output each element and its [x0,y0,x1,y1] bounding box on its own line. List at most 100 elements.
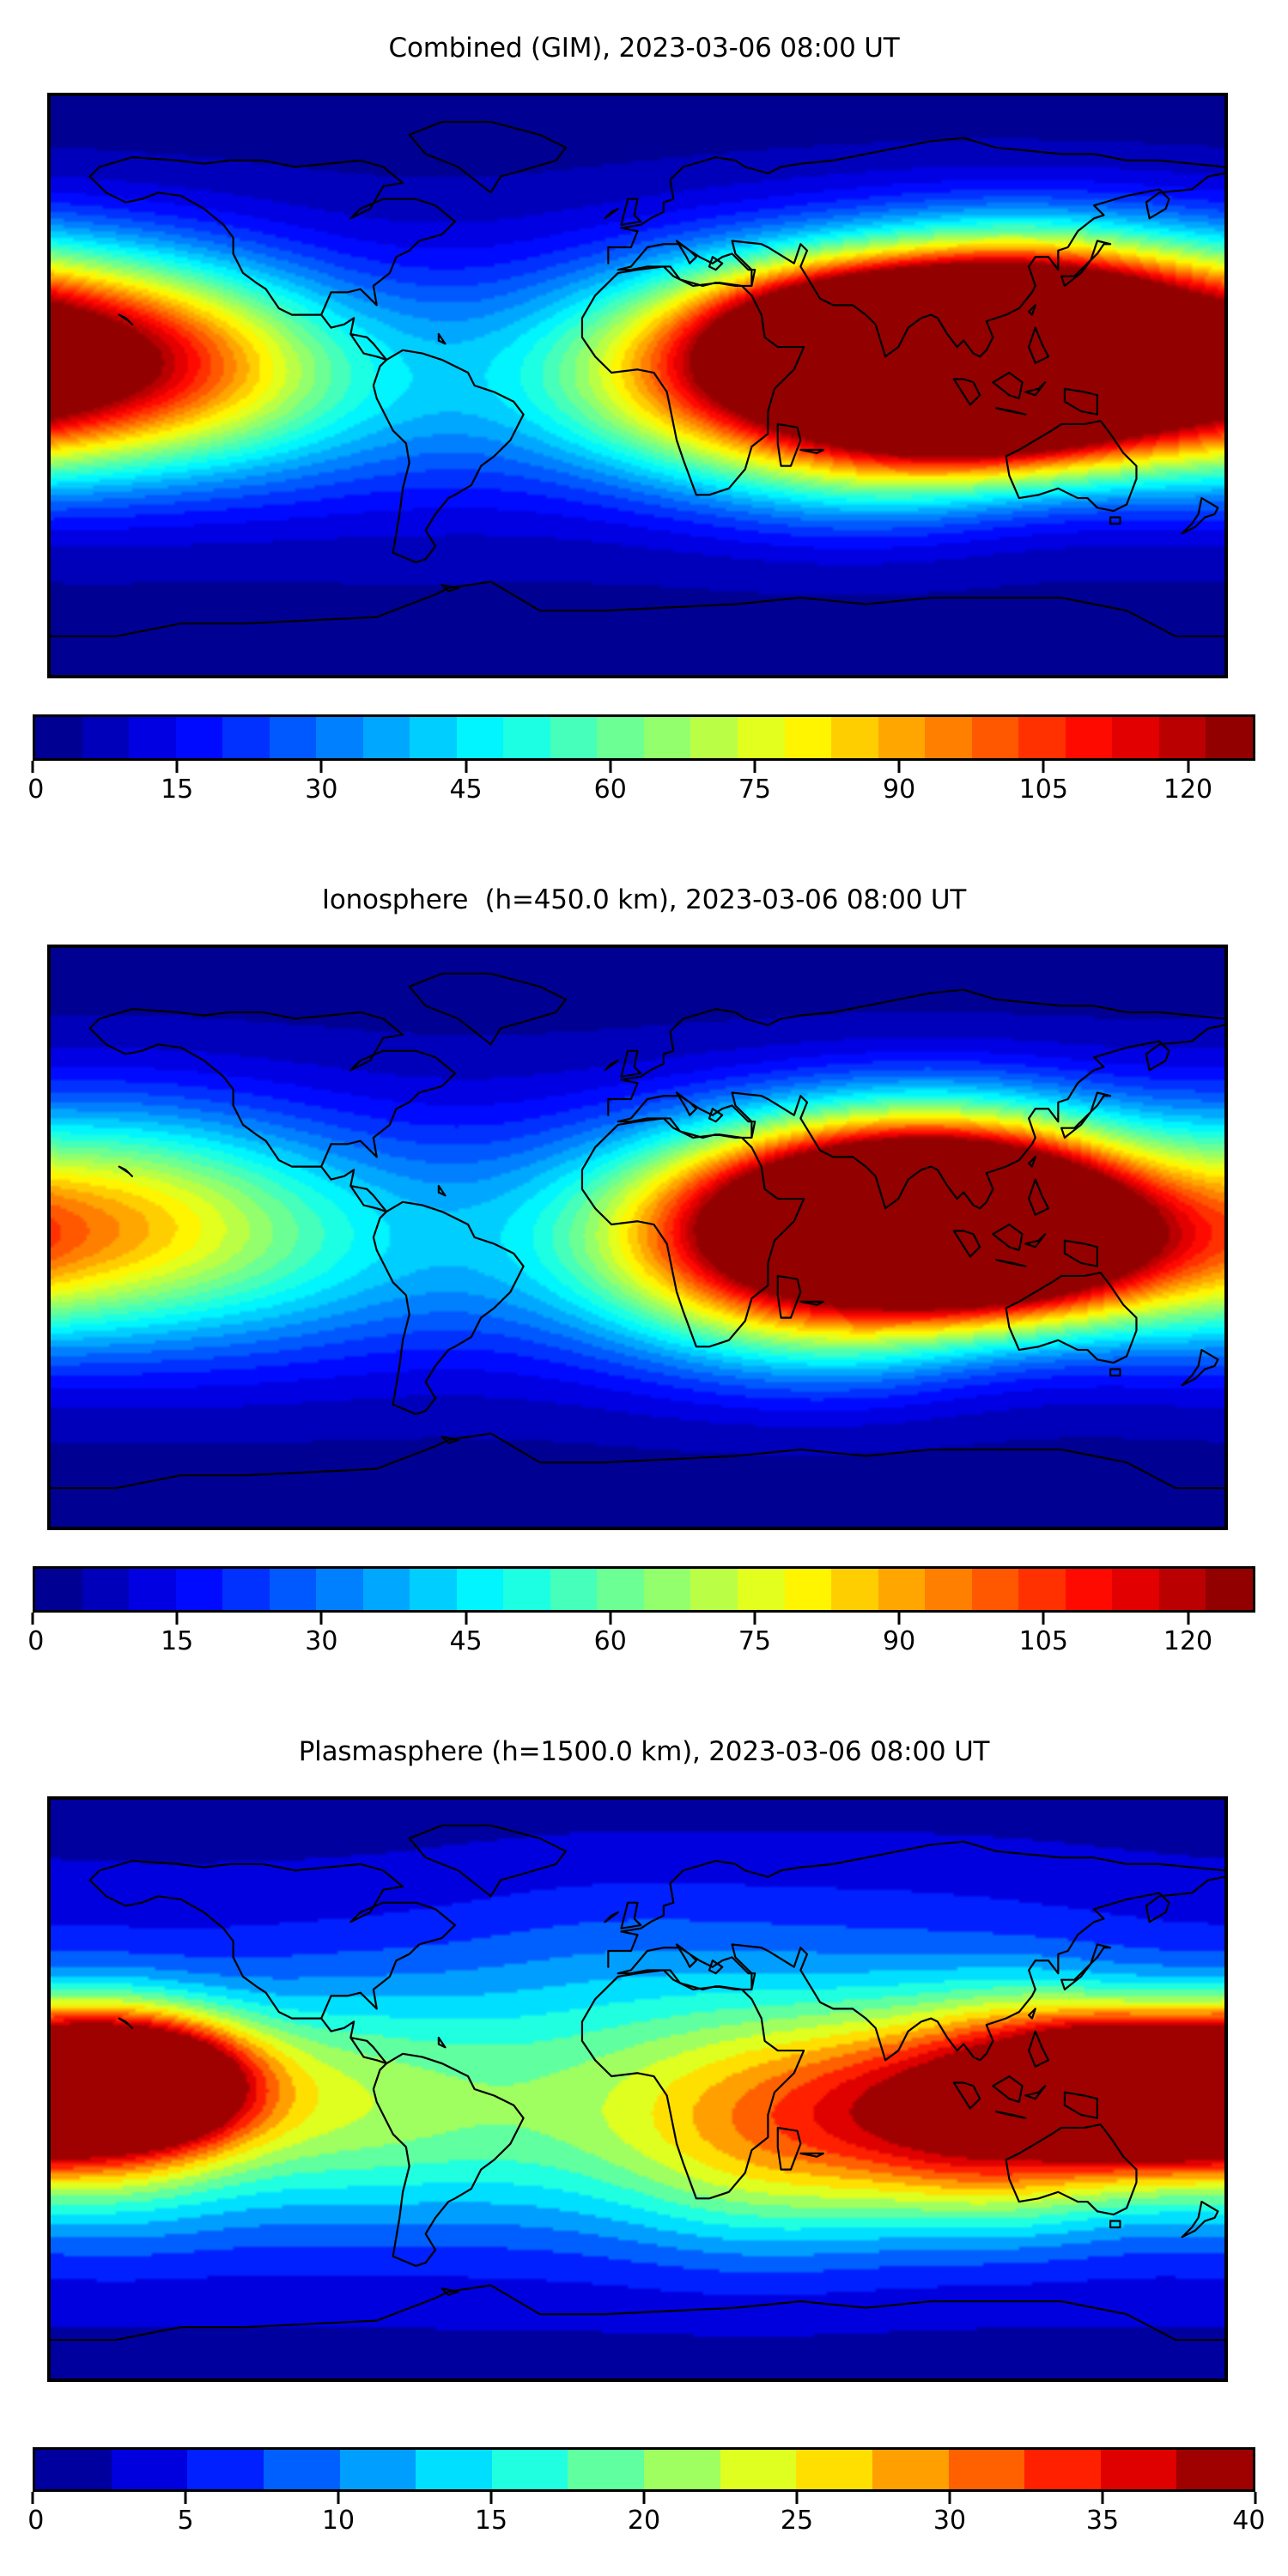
colorbar-segment [831,717,878,758]
colorbar-plasmasphere: 0 5 10 15 20 25 30 35 40 [27,2447,1265,2536]
colorbar-tick-label: 45 [449,1626,483,1656]
panel-title-ionosphere: Ionosphere (h=450.0 km), 2023-03-06 08:0… [321,884,967,915]
colorbar-tick-label: 10 [321,2506,355,2536]
colorbar-tick [319,1613,323,1625]
colorbar-segment [82,1569,130,1610]
colorbar-tick-label: 30 [305,1626,338,1656]
colorbar-segment [35,1569,82,1610]
colorbar-segment [878,1569,926,1610]
colorbar-segment [410,717,457,758]
colorbar-segment [784,1569,832,1610]
colorbar-labels-ionosphere: 0 15 30 45 60 75 90 105 120 [27,1613,1255,1656]
map-axes-plasmasphere [47,1796,1228,2382]
colorbar-tick [337,2492,340,2504]
colorbar-tick-label: 35 [1085,2506,1120,2536]
colorbar-segment [1176,2450,1253,2489]
colorbar-tick-label: 90 [883,1626,916,1656]
colorbar-tick [1042,761,1045,773]
colorbar-tick [31,1613,34,1625]
colorbar-tick [319,761,323,773]
colorbar-labels-combined: 0 15 30 45 60 75 90 105 120 [27,761,1255,805]
tec-raster [51,1800,1224,2379]
colorbar-segment [597,717,644,758]
tec-raster [51,96,1224,675]
colorbar-segment [82,717,130,758]
colorbar-tick [609,1613,612,1625]
colorbar-segment [339,2450,416,2489]
colorbar-tick-label: 120 [1163,1626,1213,1656]
colorbar-segment [597,1569,644,1610]
coastlines-combined [51,96,1224,675]
colorbar-tick [1187,761,1189,773]
colorbar-tick [465,1613,468,1625]
colorbar-segment [1065,717,1113,758]
colorbar-segment [222,1569,270,1610]
tec-field-plasmasphere [51,1800,1224,2379]
colorbar-segment [971,1569,1019,1610]
colorbar-segment [503,717,550,758]
colorbar-gradient-plasmasphere [33,2447,1255,2492]
tec-raster [51,948,1224,1527]
colorbar-segment [263,2450,340,2489]
colorbar-tick [31,2492,34,2504]
colorbar-tick-label: 0 [27,775,45,805]
colorbar-tick-label: 20 [627,2506,661,2536]
colorbar-segment [644,2450,720,2489]
colorbar-ticks-plasmasphere [31,2492,1257,2504]
colorbar-combined: 0 15 30 45 60 75 90 105 120 [27,714,1255,805]
colorbar-segment [720,2450,797,2489]
colorbar-segment [737,1569,785,1610]
colorbar-tick [609,761,612,773]
colorbar-segment [1018,717,1066,758]
colorbar-segment [971,717,1019,758]
colorbar-tick-label: 0 [27,2506,45,2536]
coastlines-plasmasphere [51,1800,1224,2379]
coastline-path [51,974,1224,1488]
colorbar-segment [316,717,363,758]
colorbar-segment [35,2450,112,2489]
colorbar-segment [362,1569,410,1610]
colorbar-tick-label: 40 [1232,2506,1266,2536]
colorbar-segment [550,1569,598,1610]
colorbar-segment [456,717,504,758]
colorbar-tick-label: 15 [474,2506,508,2536]
colorbar-tick [1101,2492,1104,2504]
colorbar-segment [948,2450,1025,2489]
colorbar-tick-label: 75 [738,775,772,805]
tec-field-combined [51,96,1224,675]
panel-ionosphere: Ionosphere (h=450.0 km), 2023-03-06 08:0… [0,859,1288,1717]
colorbar-segment [111,2450,188,2489]
panel-plasmasphere: Plasmasphere (h=1500.0 km), 2023-03-06 0… [0,1717,1288,2576]
colorbar-segment [690,717,738,758]
colorbar-segment [503,1569,550,1610]
colorbar-segment [737,717,785,758]
panel-title-combined: Combined (GIM), 2023-03-06 08:00 UT [388,33,900,64]
colorbar-tick [1187,1613,1189,1625]
colorbar-ionosphere: 0 15 30 45 60 75 90 105 120 [27,1566,1255,1656]
colorbar-segment [1100,2450,1177,2489]
colorbar-tick [1254,2492,1257,2504]
map-axes-combined [47,93,1228,678]
colorbar-tick [175,761,179,773]
colorbar-segment [1158,717,1206,758]
colorbar-tick-label: 30 [305,775,338,805]
colorbar-tick-label: 105 [1018,775,1068,805]
colorbar-segment [362,717,410,758]
colorbar-tick-label: 5 [177,2506,194,2536]
colorbar-tick [795,2492,799,2504]
colorbar-tick [753,761,756,773]
colorbar-labels-plasmasphere: 0 5 10 15 20 25 30 35 40 [27,2492,1265,2536]
colorbar-tick [753,1613,756,1625]
colorbar-gradient-combined [33,714,1255,761]
colorbar-tick [642,2492,646,2504]
colorbar-segment [35,717,82,758]
colorbar-segment [269,1569,317,1610]
colorbar-segment [187,2450,264,2489]
colorbar-segment [872,2450,949,2489]
colorbar-segment [643,1569,691,1610]
colorbar-segment [269,717,317,758]
colorbar-tick-label: 15 [161,775,194,805]
colorbar-segment [1065,1569,1113,1610]
colorbar-segment [222,717,270,758]
